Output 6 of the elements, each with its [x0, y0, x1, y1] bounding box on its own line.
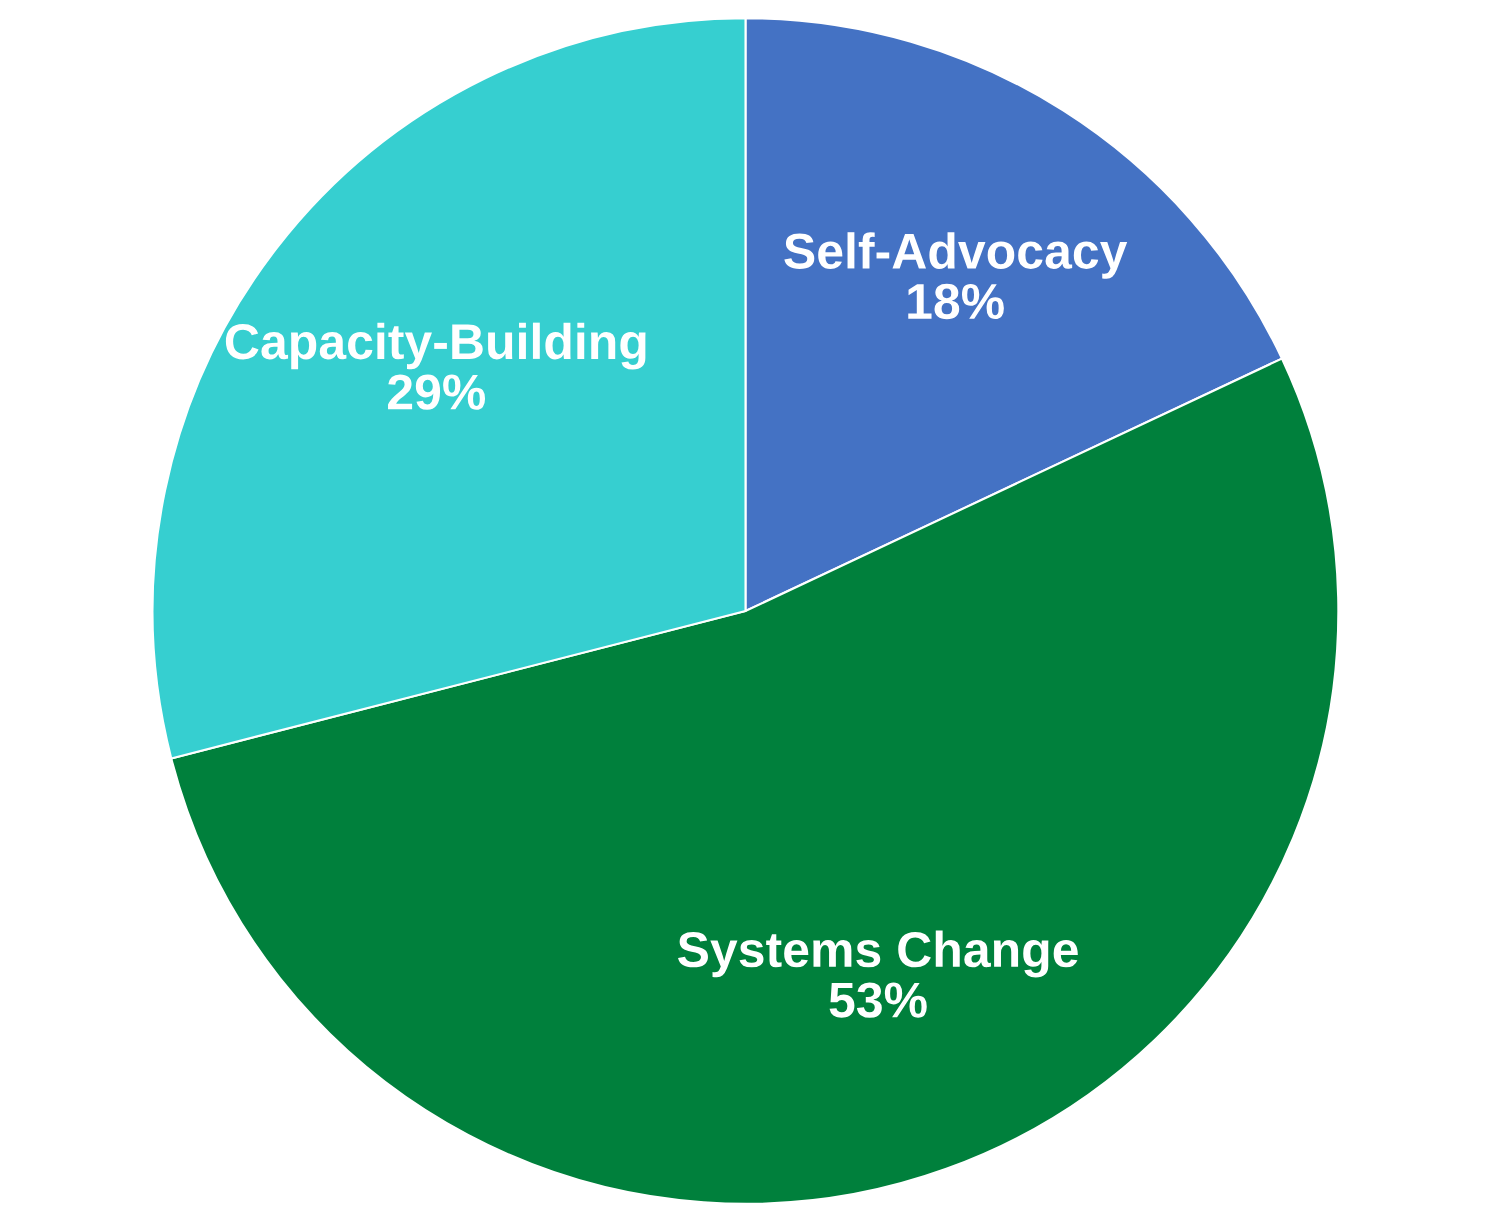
data-label: 18%	[908, 283, 1004, 320]
slice-label: Self-Advocacy	[784, 232, 1128, 279]
data-label: 29%	[388, 374, 486, 410]
slice-label: Capacity-Building	[225, 322, 646, 370]
slice-label: Systems Change	[678, 930, 1078, 978]
data-label: 53%	[829, 982, 927, 1018]
